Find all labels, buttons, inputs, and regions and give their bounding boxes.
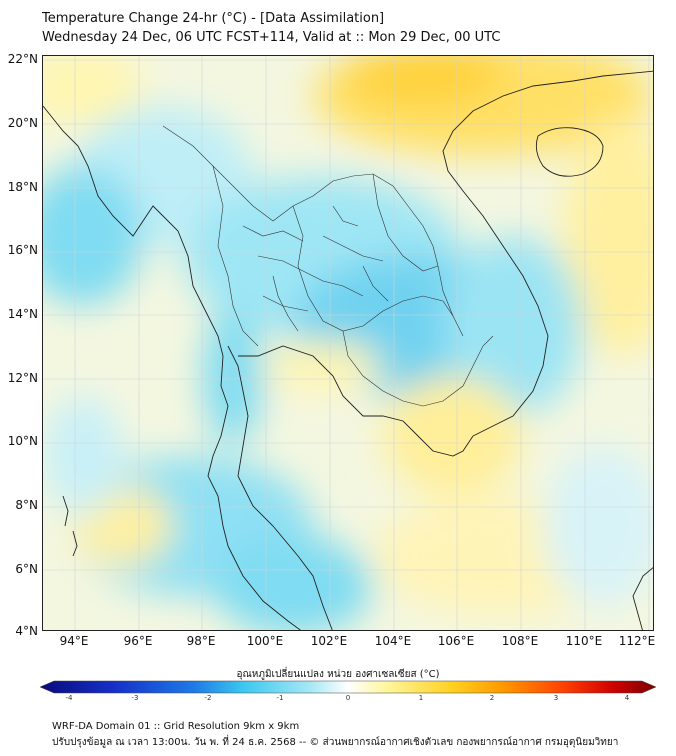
lat-label-6: 6°N — [15, 562, 38, 576]
admin-borders — [162, 125, 494, 407]
lon-label-104: 104°E — [374, 634, 412, 648]
colorbar — [40, 680, 656, 694]
colorbar-tick--1: -1 — [276, 694, 284, 702]
map-subtitle: Wednesday 24 Dec, 06 UTC FCST+114, Valid… — [42, 30, 501, 45]
graticule — [43, 56, 653, 630]
temperature-map[interactable] — [42, 55, 654, 631]
lon-label-94: 94°E — [59, 634, 89, 648]
lat-label-4: 4°N — [15, 624, 38, 638]
footer-model-info: WRF-DA Domain 01 :: Grid Resolution 9km … — [52, 721, 300, 732]
lon-label-108: 108°E — [501, 634, 539, 648]
colorbar-tick-1: 1 — [418, 694, 424, 702]
lon-label-106: 106°E — [437, 634, 475, 648]
colorbar-tick-2: 2 — [489, 694, 495, 702]
lon-label-112: 112°E — [618, 634, 656, 648]
lat-label-18: 18°N — [7, 180, 38, 194]
footer-credit: ปรับปรุงข้อมูล ณ เวลา 13:00น. วัน พ. ที่… — [52, 737, 619, 748]
lon-label-102: 102°E — [310, 634, 348, 648]
lat-label-10: 10°N — [7, 434, 38, 448]
map-title: Temperature Change 24-hr (°C) - [Data As… — [42, 11, 385, 26]
lat-label-16: 16°N — [7, 243, 38, 257]
lon-label-110: 110°E — [565, 634, 603, 648]
colorbar-tick-3: 3 — [553, 694, 559, 702]
coastlines — [43, 70, 653, 630]
lat-label-20: 20°N — [7, 116, 38, 130]
lon-label-96: 96°E — [123, 634, 153, 648]
lon-label-98: 98°E — [186, 634, 216, 648]
temperature-field — [43, 56, 653, 630]
lon-label-100: 100°E — [246, 634, 284, 648]
colorbar-tick--2: -2 — [204, 694, 212, 702]
lat-label-22: 22°N — [7, 52, 38, 66]
colorbar-tick-0: 0 — [345, 694, 351, 702]
lat-label-14: 14°N — [7, 307, 38, 321]
colorbar-tick--3: -3 — [131, 694, 139, 702]
colorbar-tick--4: -4 — [65, 694, 73, 702]
lat-label-12: 12°N — [7, 371, 38, 385]
colorbar-title: อุณหภูมิเปลี่ยนแปลง หน่วย องศาเซลเซียส (… — [236, 669, 440, 680]
colorbar-tick-4: 4 — [624, 694, 630, 702]
lat-label-8: 8°N — [15, 498, 38, 512]
